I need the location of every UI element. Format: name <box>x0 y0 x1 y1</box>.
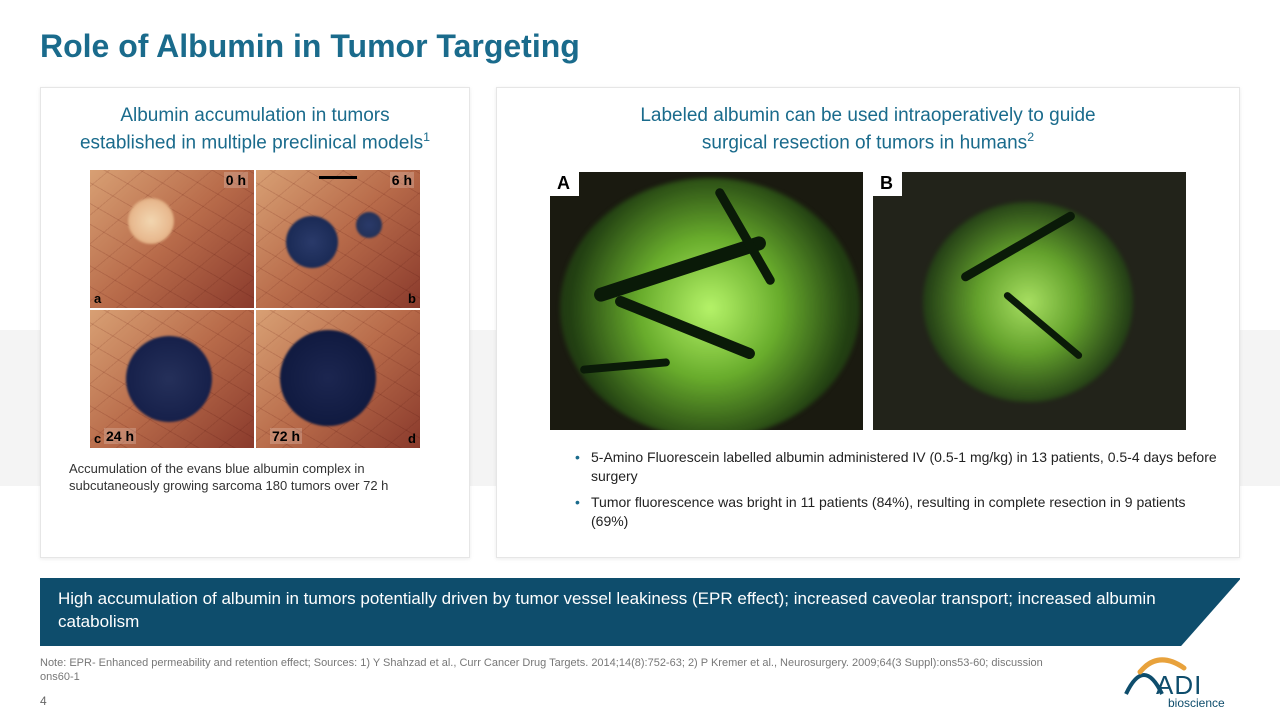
corner-d: d <box>408 431 416 446</box>
panel-preclinical: Albumin accumulation in tumors establish… <box>40 87 470 558</box>
panel-left-title: Albumin accumulation in tumors establish… <box>63 104 447 156</box>
panel-left-title-line2: established in multiple preclinical mode… <box>80 132 423 153</box>
panel-right-sup: 2 <box>1027 130 1034 144</box>
panel-right-title-line1: Labeled albumin can be used intraoperati… <box>640 105 1095 126</box>
corner-a: a <box>94 291 101 306</box>
banner-text: High accumulation of albumin in tumors p… <box>58 589 1156 631</box>
time-label-6h: 6 h <box>390 172 414 188</box>
time-label-24h: 24 h <box>104 428 136 444</box>
fluo-image-a: A <box>548 170 865 432</box>
page-number: 4 <box>40 694 47 708</box>
clinical-figure-row: A B <box>548 170 1188 432</box>
preclinical-caption: Accumulation of the evans blue albumin c… <box>63 460 447 495</box>
preclinical-figure-grid: 0 h a 6 h b 24 h c <box>90 170 420 448</box>
panel-right-title-line2: surgical resection of tumors in humans <box>702 132 1027 153</box>
panel-clinical: Labeled albumin can be used intraoperati… <box>496 87 1240 558</box>
tile-72h: 72 h d <box>256 310 420 448</box>
scale-bar <box>319 176 357 179</box>
bullet-2: Tumor fluorescence was bright in 11 pati… <box>579 493 1217 531</box>
panel-left-title-line1: Albumin accumulation in tumors <box>120 105 389 126</box>
footnote-text: Note: EPR- Enhanced permeability and ret… <box>40 656 1240 685</box>
corner-b: b <box>408 291 416 306</box>
tile-0h: 0 h a <box>90 170 254 308</box>
summary-banner: High accumulation of albumin in tumors p… <box>40 578 1240 646</box>
tile-6h: 6 h b <box>256 170 420 308</box>
clinical-bullets: 5-Amino Fluorescein labelled albumin adm… <box>519 448 1217 532</box>
fluo-image-b: B <box>871 170 1188 432</box>
time-label-72h: 72 h <box>270 428 302 444</box>
bullet-1: 5-Amino Fluorescein labelled albumin adm… <box>579 448 1217 486</box>
svg-text:bioscience: bioscience <box>1168 696 1225 710</box>
slide-container: Role of Albumin in Tumor Targeting Album… <box>0 0 1280 720</box>
corner-c: c <box>94 431 101 446</box>
fluo-label-a: A <box>550 172 579 196</box>
panels-row: Albumin accumulation in tumors establish… <box>40 87 1240 558</box>
fluo-label-b: B <box>873 172 902 196</box>
panel-right-title: Labeled albumin can be used intraoperati… <box>519 104 1217 156</box>
slide-title: Role of Albumin in Tumor Targeting <box>40 28 1240 65</box>
tile-24h: 24 h c <box>90 310 254 448</box>
time-label-0h: 0 h <box>224 172 248 188</box>
panel-left-sup: 1 <box>423 130 430 144</box>
brand-logo: ADI bioscience <box>1116 654 1256 710</box>
